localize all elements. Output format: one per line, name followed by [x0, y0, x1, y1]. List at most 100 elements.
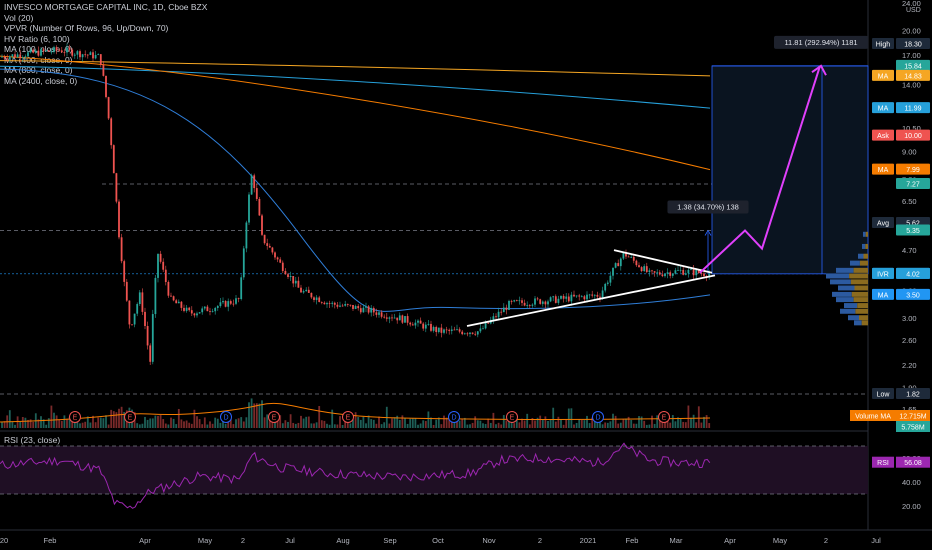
- moving-average-line-0: [0, 60, 711, 77]
- legend-vol[interactable]: Vol (20): [4, 12, 34, 23]
- price-tag-value-bg: [896, 177, 930, 189]
- candle-body: [14, 54, 16, 58]
- volume-bar: [643, 420, 646, 428]
- candle-body: [8, 56, 11, 60]
- candle-body: [357, 306, 360, 309]
- candle-body: [365, 306, 367, 308]
- candle-body: [677, 270, 679, 271]
- rsi-tag[interactable]: RSI 56.08: [872, 456, 930, 468]
- candle-body: [190, 310, 193, 314]
- volume-bar: [1, 421, 3, 428]
- candle-body: [281, 262, 284, 271]
- candle-body: [29, 49, 32, 53]
- volume-bar: [162, 419, 165, 428]
- price-tag[interactable]: High 18.30: [872, 38, 930, 49]
- volume-bar: [313, 423, 315, 428]
- volume-bar: [297, 422, 300, 428]
- volume-bar: [172, 418, 175, 428]
- volume-bar: [268, 415, 271, 428]
- candle-body: [380, 312, 383, 317]
- volume-bar: [8, 410, 11, 428]
- volume-bar: [502, 415, 505, 428]
- volume-tag[interactable]: Volume MA 12.715M: [850, 410, 930, 421]
- candle-body: [658, 272, 661, 275]
- vpvr-down-bar: [854, 285, 868, 291]
- legend-ma-800[interactable]: MA (800, close, 0): [4, 65, 73, 75]
- volume-tag[interactable]: 5.758M: [896, 421, 930, 432]
- candle-body: [708, 273, 711, 278]
- candle-body: [339, 305, 341, 307]
- price-tag[interactable]: MA 3.50: [872, 288, 930, 300]
- candle-body: [245, 222, 248, 249]
- candle-body: [159, 253, 162, 262]
- price-tag-label: Ask: [877, 133, 889, 140]
- volume-bar: [159, 415, 162, 428]
- candle-body: [495, 316, 497, 318]
- price-tag[interactable]: MA 14.83: [872, 69, 930, 81]
- price-tag-value: 7.99: [906, 167, 920, 174]
- price-tag-value-bg: [896, 59, 930, 71]
- candle-body: [107, 97, 110, 119]
- volume-bar: [469, 424, 471, 428]
- volume-bar: [534, 420, 536, 428]
- price-tag[interactable]: 7.27: [896, 177, 930, 189]
- candle-body: [183, 307, 185, 311]
- candle-body: [596, 294, 599, 297]
- price-tag[interactable]: Low 1.82: [872, 388, 930, 399]
- volume-bar: [679, 418, 682, 428]
- volume-bar: [198, 419, 201, 428]
- candle-body: [437, 327, 440, 333]
- volume-bar: [79, 423, 81, 428]
- volume-bar: [674, 421, 677, 428]
- event-marker-label: D: [595, 415, 600, 422]
- candle-body: [177, 301, 180, 304]
- legend-ma-400[interactable]: MA (400, close, 0): [4, 54, 73, 65]
- volume-bar: [50, 405, 53, 428]
- price-tag[interactable]: 15.84: [896, 59, 930, 71]
- candle-body: [146, 325, 149, 346]
- volume-bar: [235, 419, 237, 428]
- volume-bar: [393, 417, 396, 428]
- candle-body: [201, 308, 204, 313]
- price-tag[interactable]: MA 11.99: [872, 102, 930, 114]
- volume-bar: [203, 417, 206, 428]
- vpvr-up-bar: [863, 231, 866, 237]
- volume-bar: [573, 424, 575, 428]
- volume-bar: [547, 420, 549, 428]
- volume-bar: [253, 403, 256, 428]
- volume-bar: [29, 419, 32, 428]
- candle-body: [505, 307, 508, 310]
- volume-bar: [149, 418, 152, 428]
- price-tag-value: 18.30: [904, 42, 922, 49]
- candle-body: [136, 304, 139, 314]
- candle-body: [37, 50, 40, 56]
- volume-bar: [391, 418, 393, 428]
- volume-bar: [240, 417, 243, 428]
- vpvr-up-bar: [848, 315, 859, 321]
- legend-ma-2400[interactable]: MA (2400, close, 0): [4, 75, 78, 86]
- legend-vpvr[interactable]: VPVR (Number Of Rows, 96, Up/Down, 70): [4, 23, 169, 33]
- volume-bar: [300, 415, 302, 428]
- rsi-legend[interactable]: RSI (23, close): [4, 435, 61, 445]
- candle-body: [86, 54, 89, 56]
- candle-body: [266, 243, 269, 246]
- y-tick-label: 2.20: [902, 361, 917, 370]
- price-tag-value: 5.62: [906, 221, 920, 228]
- x-tick-label: Sep: [383, 536, 396, 545]
- price-tag[interactable]: IVR 4.02: [872, 267, 930, 279]
- candle-body: [448, 329, 451, 331]
- volume-bar: [437, 417, 440, 428]
- legend-hv-ratio[interactable]: HV Ratio (6, 100): [4, 33, 70, 44]
- candle-body: [638, 265, 640, 268]
- volume-bar: [248, 402, 250, 428]
- candle-body: [599, 296, 601, 298]
- candle-body: [203, 306, 206, 309]
- price-tag[interactable]: 5.35: [896, 224, 930, 236]
- price-tag[interactable]: MA 7.99: [872, 163, 930, 175]
- vpvr-up-bar: [854, 320, 862, 326]
- price-tag[interactable]: Ask 10.00: [872, 129, 930, 141]
- symbol-title[interactable]: INVESCO MORTGAGE CAPITAL INC, 1D, Cboe B…: [4, 2, 208, 12]
- candle-body: [97, 54, 100, 55]
- price-tag-value-bg: [896, 163, 930, 175]
